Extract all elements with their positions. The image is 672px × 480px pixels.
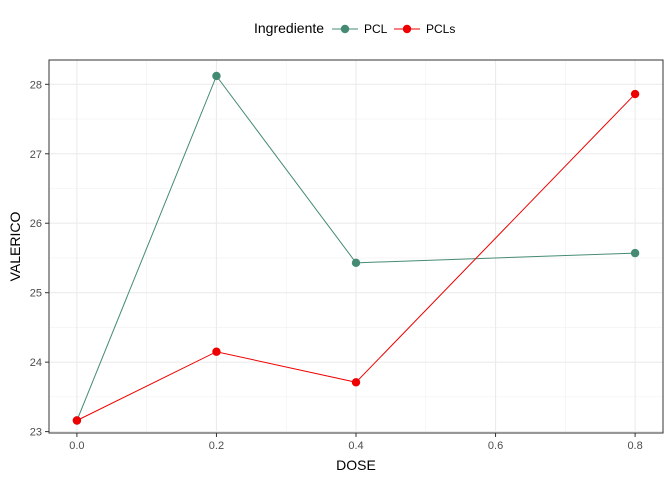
x-tick-label: 0.4 [348,440,363,452]
data-point-pcls [351,378,361,387]
legend-entry-pcl: PCL [332,22,388,36]
data-point-pcl [212,71,221,81]
data-point-pcls [630,89,640,99]
data-point-pcls [72,416,82,425]
x-tick-label: 0.2 [209,440,224,452]
x-axis-title: DOSE [336,457,376,473]
x-tick-label: 0.8 [627,440,642,452]
data-point-pcl [630,248,640,258]
series-layer [72,71,640,425]
legend: Ingrediente PCL PCLs [254,20,455,36]
y-axis: 23 24 25 26 27 28 [30,79,49,439]
x-axis: 0.0 0.2 0.4 0.6 0.8 [69,433,643,452]
y-tick-label: 26 [30,218,42,230]
x-tick-label: 0.6 [488,440,503,452]
y-axis-title: VALERICO [7,212,23,282]
legend-entry-pcls: PCLs [394,22,455,36]
series-line-pcl [76,74,636,421]
y-tick-label: 28 [30,79,42,91]
legend-label-pcl: PCL [364,22,388,36]
y-tick-label: 27 [30,149,42,161]
data-point-pcls [212,347,221,356]
legend-title: Ingrediente [254,20,324,36]
legend-key-point-pcl [340,24,350,34]
series-line-pcls [76,93,636,421]
y-tick-label: 24 [30,357,42,369]
data-point-pcl [351,258,361,268]
x-tick-label: 0.0 [69,440,84,452]
legend-label-pcls: PCLs [426,22,455,36]
legend-key-point-pcls [402,24,412,34]
grid-major [49,60,663,433]
y-tick-label: 23 [30,427,42,439]
series-pcls [72,89,640,425]
y-tick-label: 25 [30,288,42,300]
